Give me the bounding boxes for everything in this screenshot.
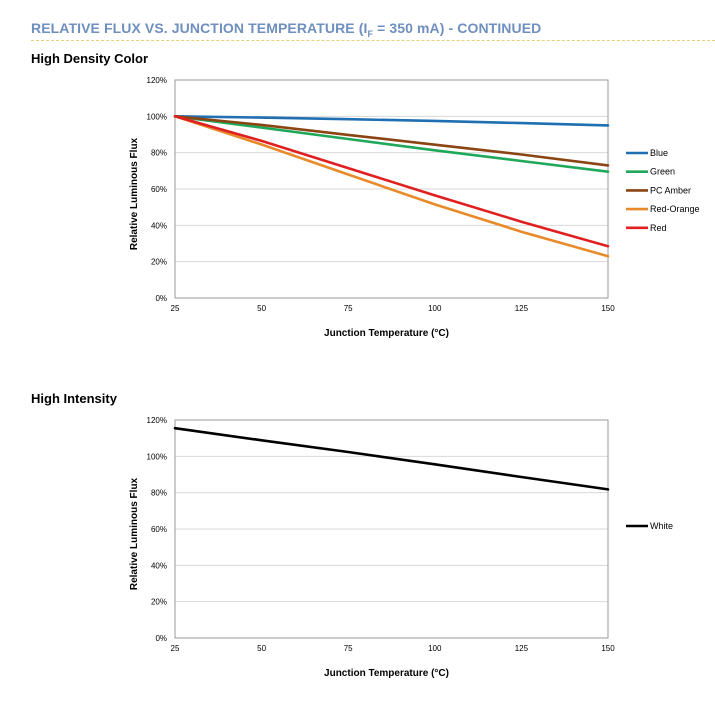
y-tick-label: 120% [147,416,167,425]
y-tick-label: 20% [151,258,167,267]
plot-area [174,79,609,299]
y-tick-label: 100% [147,112,167,121]
series-line-green [173,114,610,173]
y-tick-label: 0% [155,634,167,643]
chart-high-density-color: 0% 20% 40% 60% 80% 100% 120% 25 50 75 100 125 150 Jun… [129,76,700,339]
legend-label-red: Red [650,223,667,233]
series-line-red [173,114,610,248]
y-tick-label: 20% [151,598,167,607]
series-line-blue [173,114,610,127]
y-tick-label: 40% [151,561,167,570]
x-axis-label: Junction Temperature (°C) [324,328,449,339]
x-tick-label: 25 [171,644,180,653]
page-title: RELATIVE FLUX VS. JUNCTION TEMPERATURE (… [31,20,542,39]
y-tick-label: 80% [151,489,167,498]
page-header: RELATIVE FLUX VS. JUNCTION TEMPERATURE (… [31,19,715,41]
x-tick-label: 25 [171,304,180,313]
x-tick-label: 100 [428,644,442,653]
x-tick-label: 75 [344,304,353,313]
legend-label-green: Green [650,167,675,177]
legend-label-blue: Blue [650,148,668,158]
x-tick-label: 150 [601,644,615,653]
x-tick-label: 150 [601,304,615,313]
x-tick-label: 100 [428,304,442,313]
x-tick-label: 50 [257,644,266,653]
y-tick-label: 60% [151,185,167,194]
y-tick-label: 60% [151,525,167,534]
y-tick-label: 120% [147,76,167,85]
y-tick-label: 40% [151,221,167,230]
chart-high-intensity: 0% 20% 40% 60% 80% 100% 120% 25 50 75 100 125 150 Jun… [129,416,673,679]
series-line-pc-amber [173,114,610,167]
legend-label-pc-amber: PC Amber [650,185,691,195]
series-line-red-orange [173,114,610,258]
x-axis-label: Junction Temperature (°C) [324,668,449,679]
x-tick-label: 50 [257,304,266,313]
chart-1-title: High Density Color [31,51,149,66]
legend-label-white: White [650,521,673,531]
y-tick-label: 0% [155,294,167,303]
y-axis-label: Relative Luminous Flux [129,477,140,590]
series-line-white [173,426,610,491]
x-tick-label: 125 [515,304,529,313]
legend-label-red-orange: Red-Orange [650,204,700,214]
y-tick-label: 80% [151,149,167,158]
x-tick-label: 75 [344,644,353,653]
y-tick-label: 100% [147,452,167,461]
chart-2-title: High Intensity [31,391,117,406]
y-axis-label: Relative Luminous Flux [129,137,140,250]
x-tick-label: 125 [515,644,529,653]
plot-area [174,419,609,639]
